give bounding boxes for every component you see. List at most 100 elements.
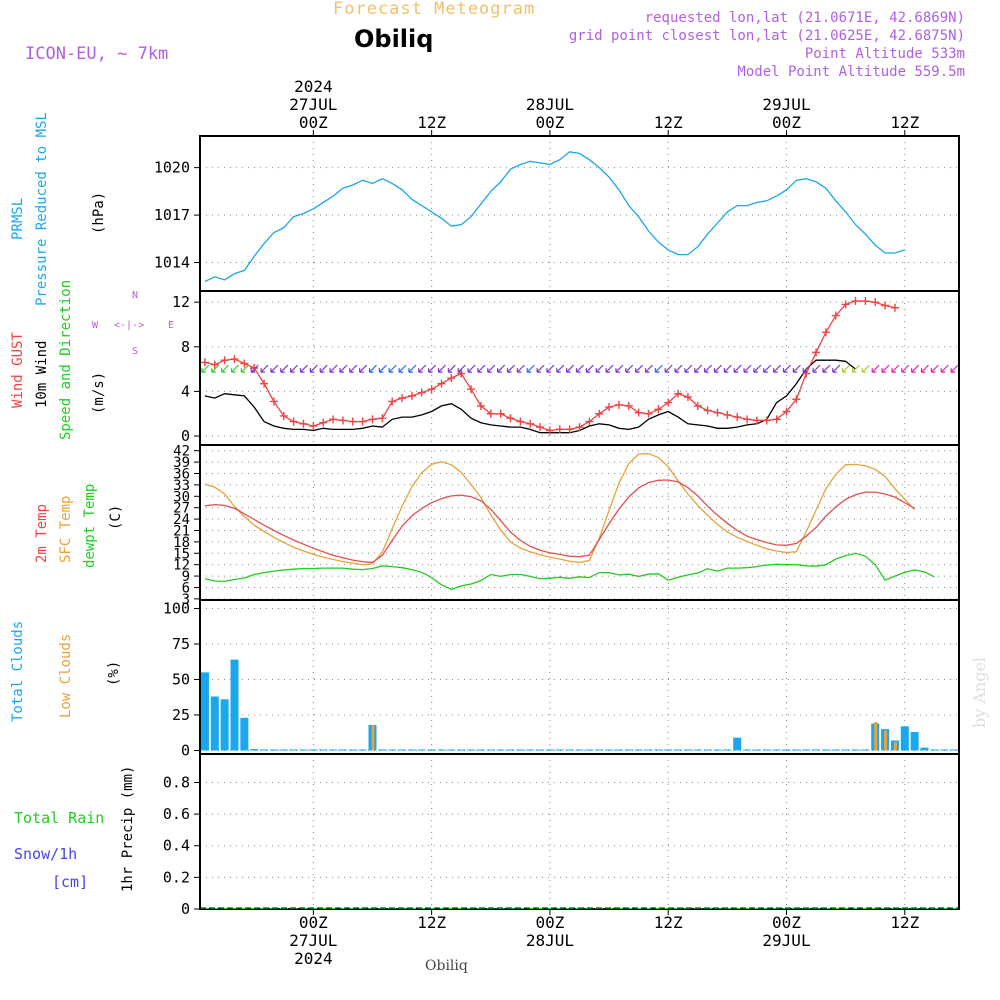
total-cloud-bar [260, 749, 269, 751]
model-label: ICON-EU, ~ 7km [25, 44, 169, 64]
gust-marker [654, 405, 663, 414]
gust-marker [841, 300, 850, 309]
top-time-label: 00Z [772, 113, 801, 132]
gust-marker [890, 303, 899, 312]
total-cloud-bar [516, 749, 525, 751]
y-tick-label: 18 [173, 535, 190, 551]
wind-direction-arrow [753, 364, 762, 373]
total-cloud-bar [605, 749, 614, 751]
wind-direction-arrow [585, 364, 594, 373]
gust-marker [802, 369, 811, 378]
gust-marker [614, 400, 623, 409]
total-cloud-bar [417, 749, 426, 751]
rain-bar [762, 908, 771, 909]
gust-marker [683, 393, 692, 402]
gust-marker [674, 389, 683, 398]
gust-marker [743, 415, 752, 424]
wind-direction-arrow [911, 364, 920, 373]
total-cloud-bar [545, 749, 554, 751]
total-cloud-bar [526, 749, 535, 751]
total-cloud-bar [220, 699, 229, 751]
gust-marker [220, 356, 229, 365]
y-tick-label: 6 [182, 580, 190, 596]
gust-marker [821, 328, 830, 337]
t2m-line [204, 479, 915, 564]
wind-direction-arrow [822, 364, 831, 373]
gust-marker [230, 355, 239, 364]
y-tick-label: 75 [172, 635, 190, 653]
gust-marker [536, 423, 545, 432]
wind-direction-arrow [250, 364, 259, 373]
gust-marker [782, 407, 791, 416]
wind-direction-arrow [723, 364, 732, 373]
y-tick-label: 0 [181, 427, 190, 445]
bottom-time-label: 12Z [654, 913, 683, 932]
total-cloud-bar [644, 749, 653, 751]
total-cloud-bar [713, 749, 722, 751]
wind-direction-arrow [211, 364, 220, 373]
total-cloud-bar [378, 749, 387, 751]
total-cloud-bar [900, 726, 909, 751]
wind-direction-arrow [230, 364, 239, 373]
bottom-time-label: 28JUL [526, 931, 574, 950]
model-altitude: Model Point Altitude 559.5m [737, 64, 965, 80]
total-cloud-bar [447, 749, 456, 751]
product-title: Forecast Meteogram [333, 0, 536, 19]
y-tick-label: 39 [173, 455, 190, 471]
wind-direction-arrow [625, 364, 634, 373]
gust-marker [634, 408, 643, 417]
wind-direction-arrow [457, 364, 466, 373]
top-time-label: 29JUL [762, 95, 810, 114]
bottom-time-label: 29JUL [762, 931, 810, 950]
wind-direction-arrow [575, 364, 584, 373]
gust-marker [526, 419, 535, 428]
bottom-time-label: 12Z [890, 913, 919, 932]
total-cloud-bar [555, 749, 564, 751]
total-cloud-bar [338, 749, 347, 751]
gust-marker [496, 409, 505, 418]
wind-direction-arrow [684, 364, 693, 373]
total-cloud-bar [930, 749, 939, 751]
wind-direction-arrow [290, 364, 299, 373]
wind-direction-arrow [713, 364, 722, 373]
gust-marker [358, 417, 367, 426]
top-time-label: 28JUL [526, 95, 574, 114]
rain-bar [447, 908, 456, 909]
y-tick-label: 42 [173, 444, 190, 460]
rain-bar [841, 908, 850, 909]
gust-marker [752, 416, 761, 425]
rain-bar [230, 908, 239, 909]
wind-direction-arrow [408, 364, 417, 373]
y-tick-label: 33 [173, 478, 190, 494]
gust-marker [427, 385, 436, 394]
total-cloud-bar [861, 749, 870, 751]
panel-frame [199, 135, 960, 292]
gust-marker [723, 410, 732, 419]
top-time-label: 27JUL [289, 95, 337, 114]
wind-direction-arrow [299, 364, 308, 373]
panel-frame [199, 753, 960, 910]
wind-direction-arrow [743, 364, 752, 373]
total-cloud-bar [683, 749, 692, 751]
total-cloud-bar [299, 749, 308, 751]
gust-marker [200, 358, 209, 367]
compass-west: W [92, 320, 99, 331]
total-cloud-bar [536, 749, 545, 751]
gust-marker [309, 422, 318, 431]
gust-marker [831, 311, 840, 320]
total-cloud-bar [595, 749, 604, 751]
y-tick-label: 15 [173, 546, 190, 562]
rain-bar [220, 908, 229, 909]
gust-marker [319, 418, 328, 427]
snow-unit-label: [cm] [52, 873, 89, 891]
wind-direction-arrow [506, 364, 515, 373]
total-cloud-bar [792, 749, 801, 751]
gust-marker [812, 348, 821, 357]
wind-direction-arrow [654, 364, 663, 373]
bottom-time-label: 00Z [535, 913, 564, 932]
wind-direction-arrow [221, 364, 230, 373]
total-cloud-bar [821, 749, 830, 751]
gust-marker [260, 379, 269, 388]
pressure-line [204, 151, 905, 283]
wind-direction-arrow [398, 364, 407, 373]
